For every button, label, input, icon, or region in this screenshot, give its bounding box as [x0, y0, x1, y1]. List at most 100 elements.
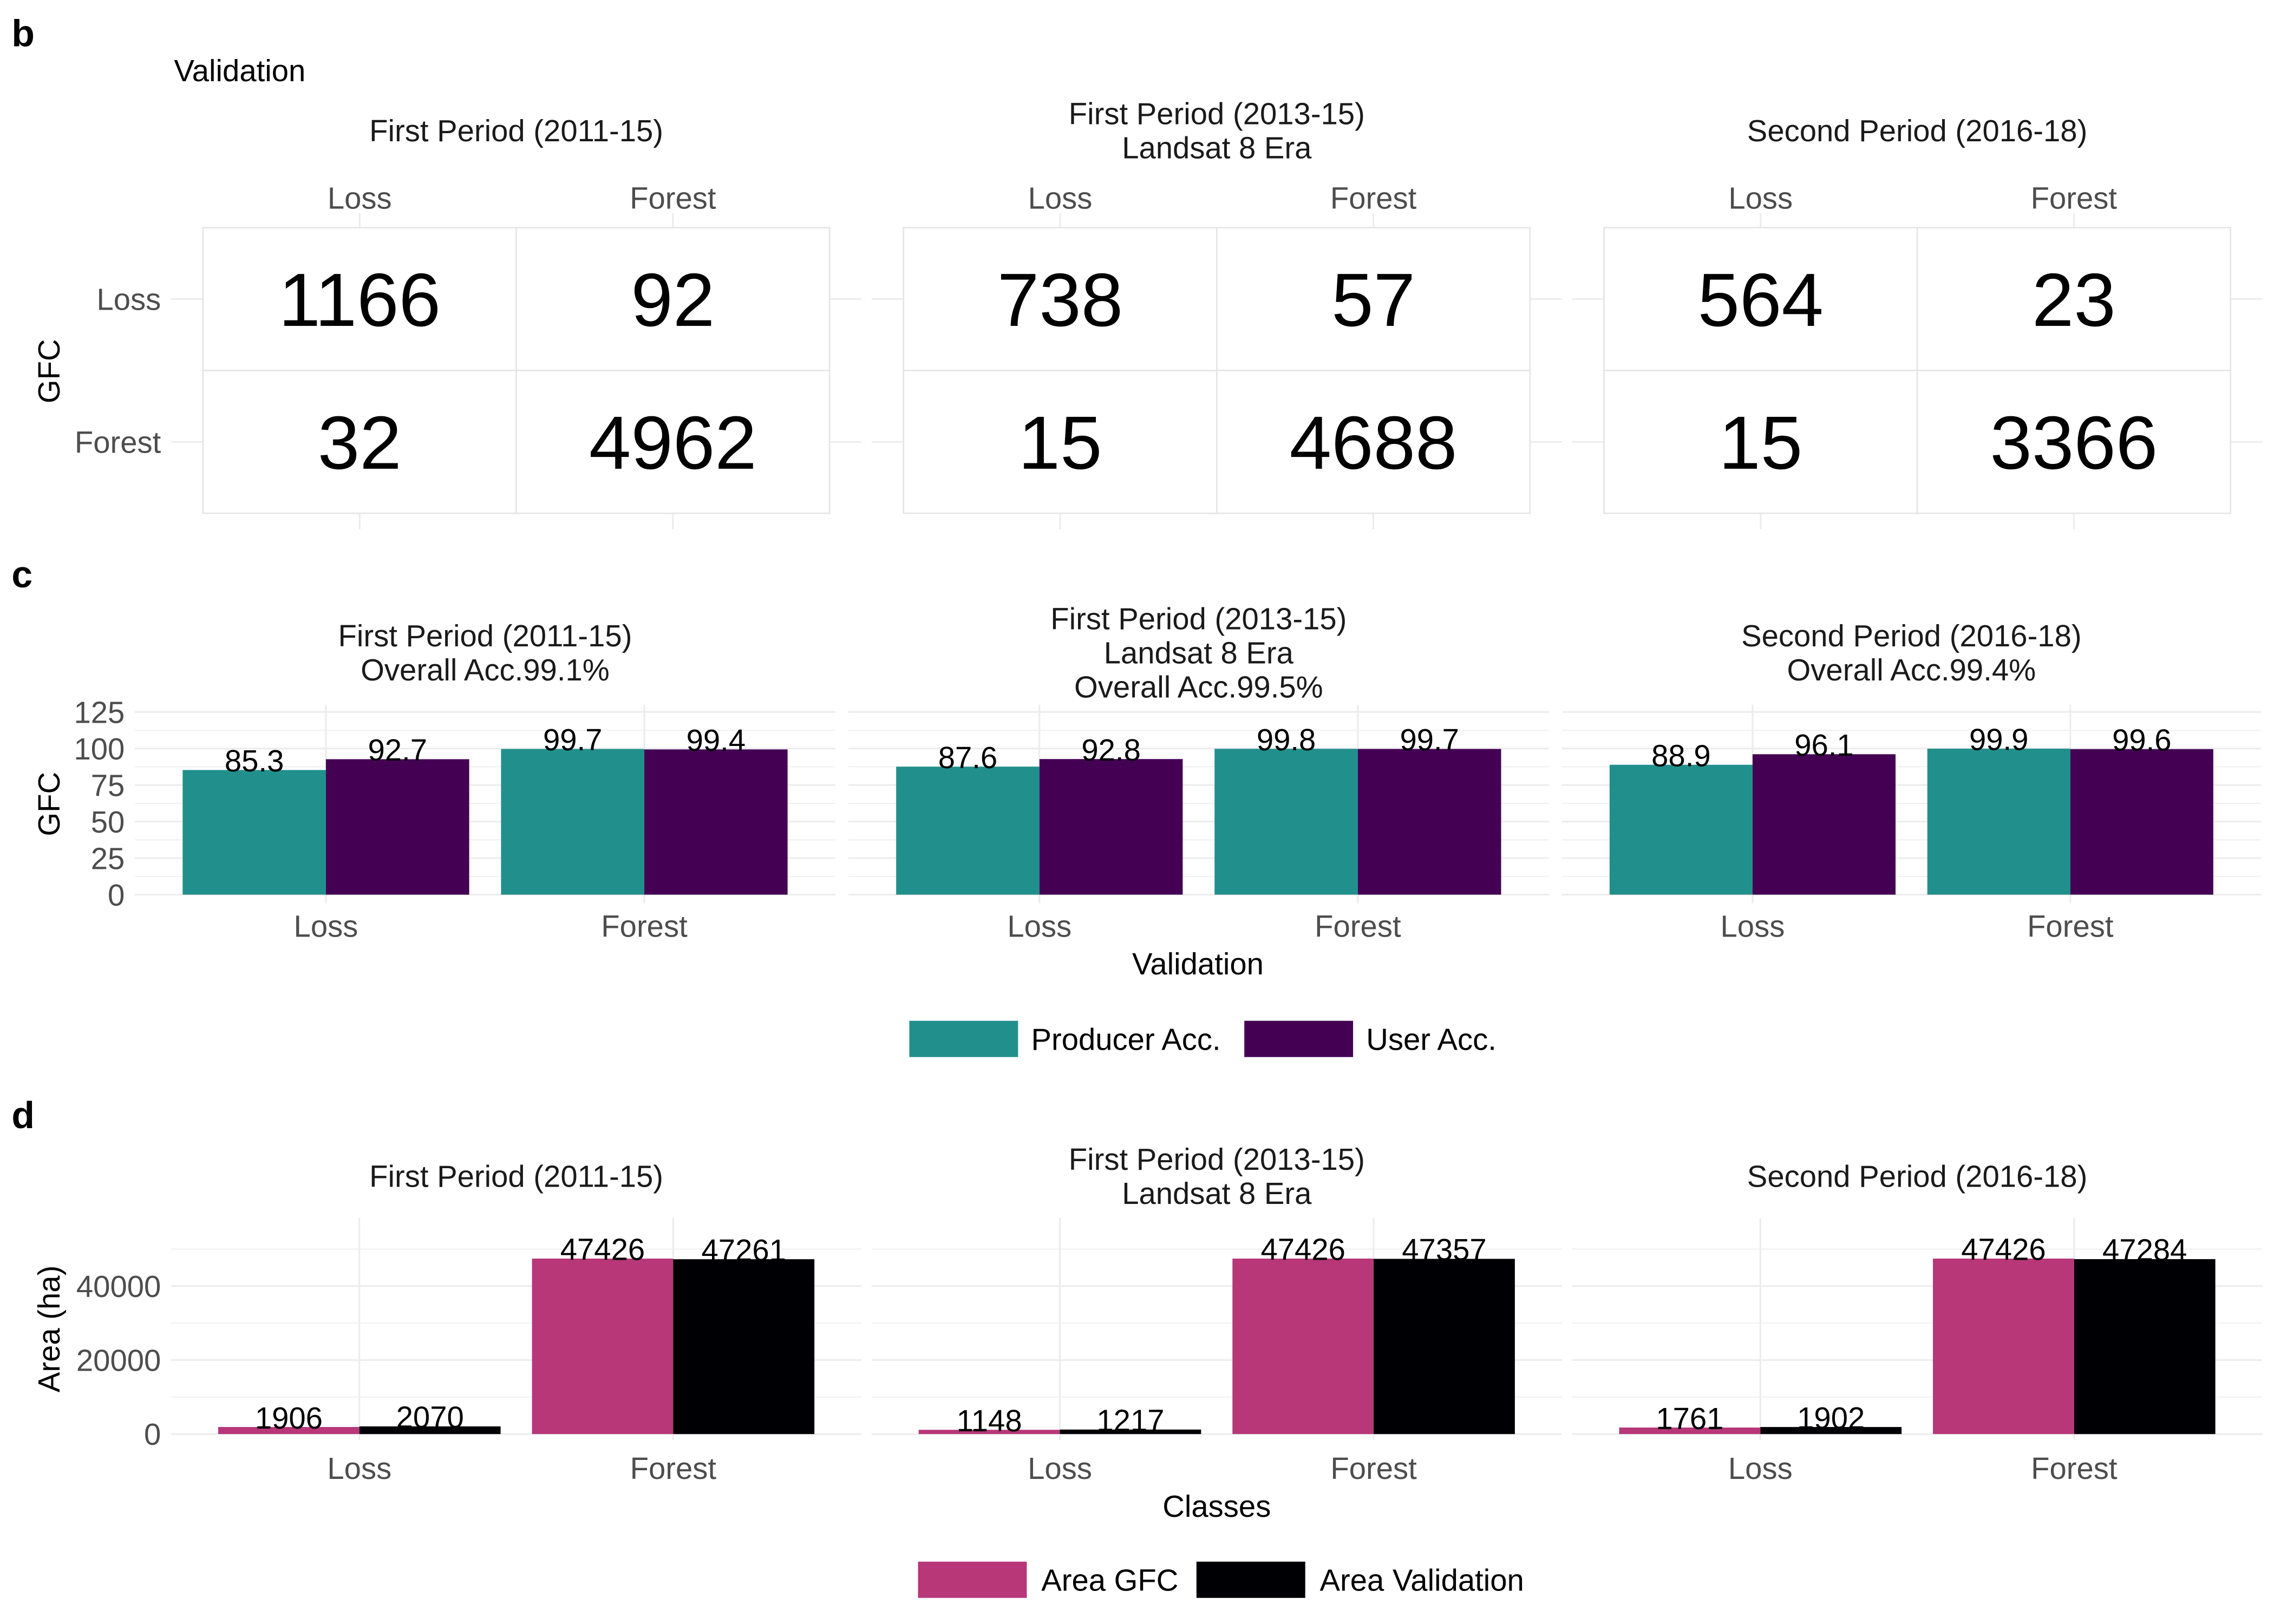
x-tick-label: Forest [2027, 909, 2114, 943]
bar-producer-acc-loss [1609, 764, 1753, 895]
value-label: 87.6 [938, 741, 997, 775]
x-tick-label: Forest [630, 1451, 717, 1485]
cell-count-loss-loss: 564 [1698, 258, 1824, 342]
x-tick-label: Forest [1315, 909, 1401, 943]
cell-count-forest-loss: 15 [1018, 401, 1102, 485]
cell-count-forest-forest: 4962 [589, 401, 757, 485]
bar-producer-acc-forest [501, 749, 645, 895]
facet-first-period-2013-15-landsat-8-era: 738 57 15 4688 First Period (2013-15)Landsat… [871, 97, 1562, 529]
legend-label-producer-acc: Producer Acc. [1031, 1022, 1220, 1056]
y-tick-label: 40000 [76, 1269, 161, 1304]
bar-area-validation-loss [1060, 1429, 1201, 1435]
legend-key-user-acc [1244, 1020, 1354, 1057]
x-tick-label: Forest [601, 909, 688, 943]
bar-area-gfc-forest [1933, 1258, 2074, 1435]
value-label: 99.7 [1400, 723, 1459, 757]
facet-title-line: Second Period (2016-18) [1741, 619, 2082, 653]
value-label: 88.9 [1651, 738, 1710, 772]
value-label: 1148 [957, 1404, 1022, 1438]
value-label: 92.8 [1081, 733, 1140, 767]
bar-area-gfc-forest [1232, 1258, 1374, 1435]
cell-count-forest-loss: 32 [318, 401, 402, 485]
y-tick-label: 50 [91, 805, 125, 839]
bar-user-acc-forest [2070, 749, 2213, 895]
facet-title-line: First Period (2011-15) [369, 1159, 663, 1193]
facet-first-period-2011-15: 1166 92 32 4962 First Period (2011-15) Loss Fo… [75, 114, 862, 529]
x-axis-title: Validation [174, 54, 305, 88]
legend-key-area-gfc [918, 1561, 1027, 1598]
facet-title-line: First Period (2011-15) [369, 114, 663, 148]
value-label: 99.6 [2112, 723, 2171, 757]
facet-title-line: First Period (2013-15) [1050, 602, 1347, 636]
facet-first-period-2013-15-landsat-8-era: 1148 47426 1217 47357 First Period (2013-15)… [871, 1142, 1562, 1485]
value-label: 1217 [1096, 1403, 1164, 1437]
legend-label-area-validation: Area Validation [1320, 1563, 1524, 1597]
cell-count-forest-loss: 15 [1718, 401, 1802, 485]
cell-count-loss-forest: 92 [631, 258, 715, 342]
bar-area-gfc-loss [918, 1430, 1060, 1435]
x-axis-title: Validation [1132, 947, 1264, 981]
bar-producer-acc-loss [896, 767, 1040, 895]
value-label: 47261 [702, 1233, 786, 1267]
column-label-forest: Forest [2031, 181, 2118, 215]
tile-loss-loss [903, 227, 1218, 371]
y-tick-label: 0 [144, 1417, 161, 1451]
tile-forest-loss [202, 370, 517, 514]
cell-count-forest-forest: 4688 [1290, 401, 1458, 485]
facet-first-period-2011-15-overall-acc-99-1: 85.3 99.7 92.7 99.4 First Period (2011-15)Ov… [74, 619, 835, 943]
x-tick-label: Loss [1028, 1451, 1092, 1485]
x-tick-label: Loss [1007, 909, 1071, 943]
y-tick-label: 25 [91, 841, 125, 875]
value-label: 1906 [255, 1401, 323, 1435]
value-label: 1902 [1797, 1401, 1865, 1435]
x-tick-label: Forest [2031, 1451, 2118, 1485]
bar-producer-acc-forest [1927, 749, 2070, 895]
tile-loss-forest [515, 227, 831, 371]
tile-forest-forest [1216, 370, 1531, 514]
x-tick-label: Loss [1721, 909, 1785, 943]
panel-b-confusion-matrices: b Validation GFC 1166 92 32 4962 First Period (… [11, 12, 2263, 529]
value-label: 99.4 [687, 723, 746, 757]
value-label: 2070 [396, 1400, 464, 1435]
facet-first-period-2011-15: 1906 47426 2070 47261 First Period (2011-15)… [76, 1159, 862, 1485]
facet-title-line: First Period (2013-15) [1069, 97, 1365, 131]
tile-forest-forest [1916, 370, 2231, 514]
value-label: 85.3 [225, 744, 284, 778]
panel-letter: d [11, 1094, 35, 1136]
bar-user-acc-loss [1752, 754, 1896, 895]
bar-area-validation-forest [1374, 1259, 1515, 1435]
value-label: 1761 [1656, 1402, 1723, 1436]
column-label-forest: Forest [630, 181, 716, 215]
panel-d-area-bar-chart: d 1906 47426 2070 47261 First Period (2011-15… [11, 1094, 2263, 1598]
bar-user-acc-forest [1357, 749, 1501, 895]
cell-count-loss-forest: 57 [1331, 258, 1415, 342]
x-tick-label: Forest [1330, 1451, 1417, 1485]
y-tick-label: 75 [91, 768, 125, 802]
facet-title-line: Second Period (2016-18) [1747, 114, 2088, 148]
cell-count-forest-forest: 3366 [1990, 401, 2158, 485]
value-label: 47426 [560, 1233, 645, 1267]
bar-area-validation-forest [673, 1259, 815, 1435]
bar-user-acc-forest [644, 749, 788, 895]
x-tick-label: Loss [294, 909, 358, 943]
row-label-forest: Forest [75, 425, 161, 459]
value-label: 99.8 [1257, 723, 1316, 757]
facet-title-line: First Period (2013-15) [1069, 1142, 1365, 1176]
facet-title-line: Overall Acc.99.5% [1074, 670, 1323, 704]
facet-first-period-2013-15-landsat-8-era-overall-acc-99-5: 87.6 99.8 92.8 99.7 First Period (2013-15)La… [848, 602, 1549, 943]
tile-loss-forest [1916, 227, 2231, 371]
value-label: 47426 [1260, 1233, 1345, 1267]
bar-user-acc-loss [325, 759, 469, 895]
panel-letter: c [11, 553, 32, 595]
tile-forest-forest [515, 370, 831, 514]
bar-area-validation-loss [1760, 1427, 1902, 1435]
column-label-loss: Loss [1728, 181, 1793, 215]
facet-second-period-2016-18-overall-acc-99-4: 88.9 99.9 96.1 99.6 Second Period (2016-18)O… [1561, 619, 2261, 943]
bar-area-validation-loss [359, 1426, 501, 1435]
y-tick-label: 0 [108, 878, 125, 912]
x-tick-label: Loss [1728, 1451, 1793, 1485]
cell-count-loss-loss: 738 [997, 258, 1123, 342]
cell-count-loss-loss: 1166 [279, 258, 441, 342]
legend-key-area-validation [1196, 1561, 1305, 1598]
cell-count-loss-forest: 23 [2032, 258, 2116, 342]
